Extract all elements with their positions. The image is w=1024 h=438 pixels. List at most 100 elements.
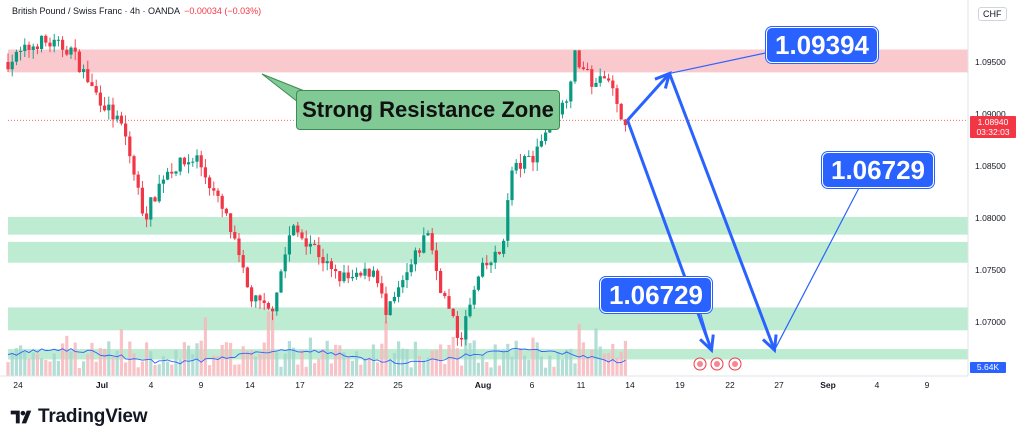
candle-body-70 xyxy=(300,232,304,239)
volume-bar-5 xyxy=(27,358,31,376)
volume-bar-26 xyxy=(115,350,119,376)
candle-body-2 xyxy=(14,51,18,62)
currency-label[interactable]: CHF xyxy=(978,7,1007,21)
candle-body-97 xyxy=(413,250,417,265)
volume-bar-100 xyxy=(426,357,430,376)
time-tick-6: 22 xyxy=(344,380,354,390)
volume-bar-119 xyxy=(506,343,510,376)
volume-bar-115 xyxy=(489,367,493,376)
candle-body-128 xyxy=(544,132,548,141)
volume-bar-127 xyxy=(539,356,543,376)
candle-body-137 xyxy=(581,67,585,70)
candle-body-21 xyxy=(94,86,98,93)
volume-bar-102 xyxy=(434,349,438,376)
volume-bar-140 xyxy=(594,328,598,376)
volume-bar-73 xyxy=(313,363,317,376)
candle-body-45 xyxy=(195,155,199,162)
candle-body-118 xyxy=(502,240,506,254)
candle-body-15 xyxy=(69,47,73,55)
volume-bar-139 xyxy=(590,350,594,376)
volume-bar-76 xyxy=(325,340,329,376)
candle-layer xyxy=(6,33,627,347)
candle-body-88 xyxy=(376,270,380,284)
candle-body-41 xyxy=(178,157,182,172)
brand-footer[interactable]: TradingView xyxy=(8,404,148,430)
tradingview-logo-icon xyxy=(10,410,32,424)
volume-bar-41 xyxy=(178,359,182,376)
candle-body-79 xyxy=(338,271,342,282)
candle-body-127 xyxy=(539,140,543,147)
candle-body-143 xyxy=(607,78,611,81)
candle-body-9 xyxy=(44,35,48,43)
volume-bar-15 xyxy=(69,351,73,376)
candle-body-8 xyxy=(40,35,44,50)
price-tick-2: 1.08500 xyxy=(975,161,1006,171)
volume-bar-104 xyxy=(443,364,447,376)
support-zone-4 xyxy=(8,349,968,360)
volume-bar-120 xyxy=(510,356,514,376)
volume-bar-128 xyxy=(544,367,548,376)
volume-bar-18 xyxy=(82,361,86,376)
candle-body-51 xyxy=(220,195,224,209)
candle-body-103 xyxy=(439,270,443,293)
volume-bar-8 xyxy=(40,358,44,376)
volume-bar-133 xyxy=(565,349,569,376)
volume-bar-113 xyxy=(481,354,485,376)
candle-body-40 xyxy=(174,171,178,174)
candle-body-81 xyxy=(346,272,350,279)
volume-bar-13 xyxy=(61,343,65,376)
candle-body-52 xyxy=(224,208,228,214)
symbol-title[interactable]: British Pound / Swiss Franc · 4h · OANDA xyxy=(12,6,180,16)
candle-body-31 xyxy=(136,174,140,188)
candle-body-24 xyxy=(107,104,111,111)
volume-bar-121 xyxy=(514,340,518,376)
volume-bar-66 xyxy=(283,353,287,376)
candle-body-139 xyxy=(590,69,594,87)
candle-body-64 xyxy=(275,292,279,312)
volume-bar-35 xyxy=(153,364,157,376)
volume-bar-112 xyxy=(476,362,480,376)
current-price-tag: 1.08940 03:32:03 xyxy=(970,116,1016,138)
candle-body-141 xyxy=(598,76,602,83)
candle-body-46 xyxy=(199,155,203,168)
candle-body-43 xyxy=(187,162,191,165)
volume-bar-46 xyxy=(199,340,203,376)
candle-body-18 xyxy=(82,69,86,73)
target-high-label: 1.09394 xyxy=(766,27,878,63)
volume-bar-25 xyxy=(111,356,115,376)
candle-body-53 xyxy=(229,213,233,232)
time-tick-14: 27 xyxy=(774,380,784,390)
volume-bar-1 xyxy=(10,352,14,376)
volume-bar-12 xyxy=(56,360,60,376)
volume-bar-3 xyxy=(19,345,23,376)
volume-bar-51 xyxy=(220,344,224,376)
volume-bar-126 xyxy=(535,342,539,376)
volume-bar-129 xyxy=(548,355,552,376)
volume-bar-6 xyxy=(31,352,35,376)
candle-body-112 xyxy=(476,276,480,290)
candle-body-0 xyxy=(6,62,10,70)
support-zone-3 xyxy=(8,307,968,331)
volume-bar-89 xyxy=(380,343,384,376)
volume-bar-55 xyxy=(237,364,241,376)
volume-bar-145 xyxy=(615,357,619,376)
callout-pointer-high xyxy=(669,51,771,75)
time-tick-17: 9 xyxy=(925,380,930,390)
candle-body-78 xyxy=(334,268,338,272)
candle-body-22 xyxy=(98,92,102,106)
volume-bar-37 xyxy=(161,356,165,376)
time-tick-0: 24 xyxy=(13,380,23,390)
candle-body-119 xyxy=(506,200,510,241)
candle-body-1 xyxy=(10,61,14,70)
candle-body-80 xyxy=(342,272,346,282)
volume-bar-131 xyxy=(556,352,560,376)
callout-pointer-mid xyxy=(773,185,861,351)
volume-bar-146 xyxy=(619,351,623,376)
volume-bar-124 xyxy=(527,359,531,376)
candle-body-4 xyxy=(23,44,27,52)
candle-body-68 xyxy=(292,225,296,236)
support-zone-1 xyxy=(8,216,968,235)
price-tick-3: 1.08000 xyxy=(975,213,1006,223)
candle-body-117 xyxy=(497,251,501,254)
